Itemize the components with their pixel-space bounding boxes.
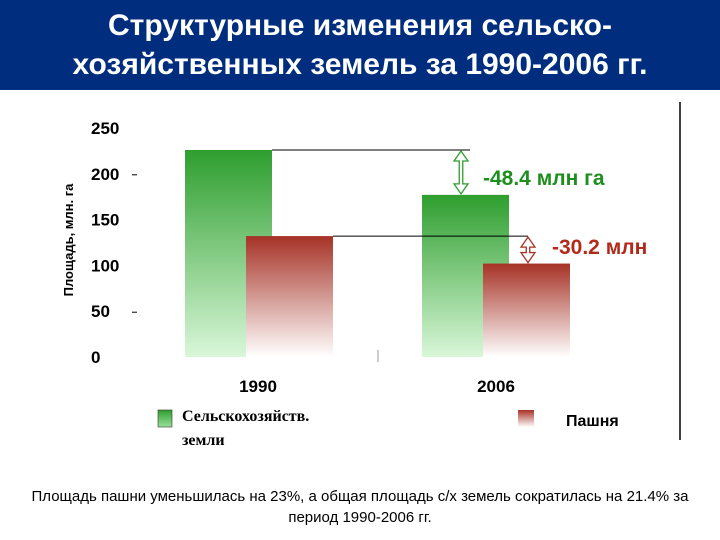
- y-axis-label: Площадь, млн. га: [61, 183, 76, 297]
- legend-label-agri-land-line2: земли: [182, 432, 225, 449]
- caption: Площадь пашни уменьшилась на 23%, а обща…: [31, 488, 689, 526]
- bars: [185, 149, 570, 357]
- legend: Сельскохозяйств. земли Пашня: [157, 408, 619, 449]
- x-axis-labels: 1990 2006: [239, 377, 515, 396]
- y-axis-ticks: 0 50 100 150 200 250: [91, 119, 137, 367]
- annotation-arable-change: -30.2 млн: [552, 236, 647, 259]
- change-arrows: [452, 149, 537, 264]
- y-tick-label: 250: [91, 119, 119, 138]
- bar-arable-1990: [246, 236, 333, 357]
- y-tick-label: 150: [91, 211, 119, 230]
- bar-arable-2006: [483, 263, 570, 357]
- legend-label-arable: Пашня: [566, 413, 619, 430]
- slide-title: Структурные изменения сельско-хозяйствен…: [72, 9, 648, 81]
- title-bar: Структурные изменения сельско-хозяйствен…: [0, 0, 720, 90]
- bar-chart: Площадь, млн. га 0 50 100 150 200 250 1990 200…: [61, 102, 681, 449]
- change-arrow-agri-land: [452, 149, 470, 196]
- x-tick-label: 1990: [239, 377, 277, 396]
- reference-lines: [272, 149, 528, 237]
- y-tick-label: 100: [91, 256, 119, 275]
- annotation-agri-land-change: -48.4 млн га: [483, 167, 605, 190]
- x-tick-label: 2006: [477, 377, 515, 396]
- y-tick-label: 50: [91, 302, 110, 321]
- legend-swatch-arable: [518, 410, 534, 427]
- y-tick-label: 200: [91, 165, 119, 184]
- legend-swatch-agri-land: [157, 409, 173, 428]
- change-arrow-arable: [519, 235, 537, 264]
- y-tick-label: 0: [91, 348, 100, 367]
- legend-label-agri-land-line1: Сельскохозяйств.: [182, 408, 309, 425]
